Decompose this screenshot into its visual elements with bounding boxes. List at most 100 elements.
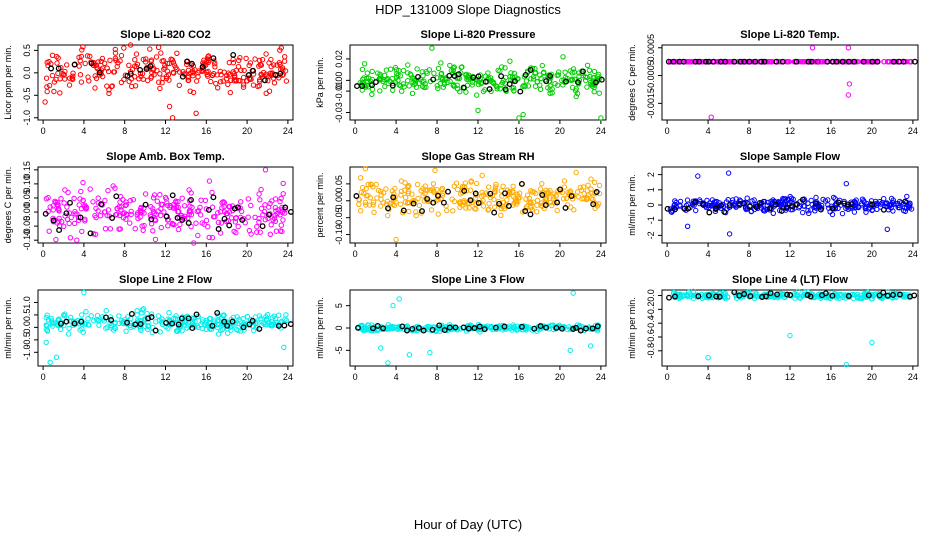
y-tick-label: 0.05 [334, 175, 344, 193]
data-point [817, 293, 824, 300]
data-point [548, 322, 554, 329]
data-point [463, 89, 469, 95]
y-tick-label: 2 [646, 172, 656, 177]
data-point [44, 312, 50, 318]
hourly-point [48, 65, 55, 72]
data-point [174, 50, 180, 56]
x-tick-label: 12 [160, 126, 170, 136]
data-point [265, 78, 271, 84]
hourly-point [737, 58, 744, 65]
hourly-point [722, 58, 729, 65]
data-point [591, 74, 597, 81]
hourly-point [266, 211, 273, 218]
data-point [64, 204, 70, 210]
data-point [211, 58, 217, 64]
hourly-point [583, 325, 589, 332]
data-point [402, 194, 409, 201]
data-point [397, 201, 404, 207]
hourly-point [812, 200, 819, 207]
x-tick-label: 4 [394, 372, 399, 382]
y-tick-label: -0.5 [22, 88, 32, 104]
data-point [534, 78, 541, 85]
hourly-point [42, 210, 49, 217]
data-point [123, 199, 129, 205]
hourly-point [774, 291, 781, 298]
hourly-point [50, 217, 57, 224]
outlier-point [816, 59, 822, 65]
data-point [424, 70, 430, 76]
data-point [499, 193, 505, 199]
data-point [66, 325, 72, 331]
data-point [220, 78, 227, 84]
data-point [134, 312, 140, 318]
x-tick-label: 20 [242, 126, 252, 136]
data-point [744, 59, 751, 65]
hourly-point [573, 324, 579, 331]
hourly-point [124, 319, 131, 326]
data-point [421, 78, 427, 84]
data-point [435, 211, 441, 217]
hourly-point [557, 186, 564, 193]
data-point [448, 67, 454, 74]
data-point [401, 84, 407, 90]
data-point [896, 205, 903, 211]
data-point [554, 207, 560, 214]
hourly-point [475, 200, 482, 206]
data-point [76, 63, 82, 69]
hourly-point [594, 323, 601, 330]
data-point [206, 319, 213, 326]
data-point [185, 77, 191, 84]
data-point [158, 50, 164, 56]
data-point [505, 191, 511, 197]
hourly-point [553, 324, 560, 331]
data-point [836, 295, 842, 301]
data-point [413, 84, 420, 90]
data-point [258, 186, 264, 193]
data-point [90, 199, 96, 205]
data-point [137, 70, 144, 77]
data-point [208, 326, 215, 332]
data-point [85, 321, 92, 328]
hourly-point [482, 78, 489, 85]
data-point [237, 55, 243, 61]
data-point [529, 189, 535, 195]
y-axis-label: degrees C per min. [627, 44, 637, 121]
data-point [65, 331, 72, 337]
data-point [539, 62, 545, 69]
data-point [64, 62, 70, 68]
data-point [444, 207, 450, 214]
data-point [107, 320, 113, 326]
hourly-point [491, 209, 498, 216]
data-point [49, 52, 56, 58]
hourly-point [287, 208, 294, 215]
data-point [511, 87, 517, 94]
hourly-point [460, 324, 467, 331]
data-point [699, 59, 706, 65]
data-point [170, 69, 176, 76]
hourly-point [710, 58, 717, 65]
data-point [485, 207, 491, 213]
y-axis-label: degrees C per min. [3, 167, 13, 244]
x-tick-label: 16 [201, 249, 211, 259]
data-point [142, 59, 149, 65]
data-point [812, 203, 819, 210]
data-point [411, 77, 418, 83]
hourly-point [506, 81, 513, 88]
hourly-point [415, 324, 422, 331]
data-point [398, 178, 405, 184]
data-point [78, 188, 84, 195]
data-point [245, 196, 252, 202]
data-point [808, 197, 814, 204]
hourly-point [822, 290, 829, 297]
hourly-point [876, 292, 883, 299]
panel-title: Slope Line 4 (LT) Flow [732, 274, 848, 286]
data-point [206, 234, 212, 241]
data-point [712, 199, 718, 205]
hourly-point [517, 88, 524, 95]
data-point [142, 191, 149, 197]
y-axis-label: percent per min. [315, 172, 325, 237]
data-point [150, 195, 157, 201]
data-point [54, 199, 60, 206]
hourly-point [188, 60, 195, 67]
hourly-point [793, 58, 800, 65]
